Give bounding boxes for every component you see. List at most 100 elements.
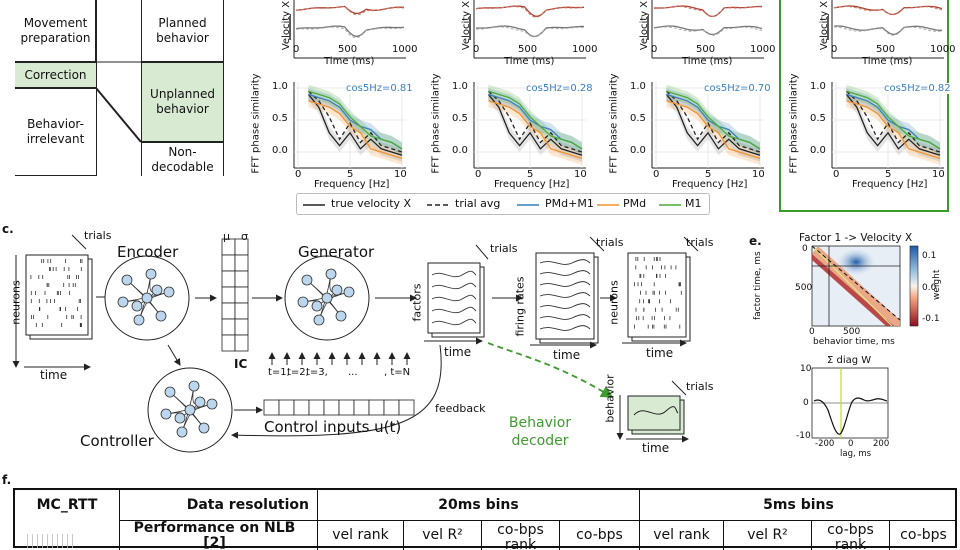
metric-cell: co-bps: [559, 520, 639, 550]
metric-cell: co-bps: [889, 520, 957, 550]
freq-tick: 0: [475, 169, 482, 180]
e-cbar-label: weight: [932, 269, 942, 300]
data-resolution-cell: Data resolution: [119, 490, 317, 520]
panel-c-label: c.: [2, 222, 14, 236]
time-tick: 0: [651, 44, 658, 55]
panel-b-plots: [289, 0, 944, 169]
velocity-ylabel: Velocity X: [281, 0, 293, 51]
velocity-trace: [295, 25, 405, 37]
network-node: [117, 296, 129, 308]
encoder-label: Encoder: [117, 243, 179, 261]
cos-label: cos5Hz=0.81: [346, 83, 413, 94]
m1-curve: [846, 90, 941, 150]
network-node: [131, 300, 143, 312]
freq-tick: 0: [653, 169, 660, 180]
fft-ytick: 0.5: [452, 113, 468, 124]
behavior-label: behavior: [603, 374, 617, 423]
pmd-curve: [846, 100, 941, 160]
firing-rates-label: firing rates: [513, 276, 527, 337]
true-velocity-curve: [845, 93, 941, 156]
e-sub-title: Σ diag W: [827, 355, 872, 366]
cell-unplanned-behavior: Unplanned behavior: [141, 62, 224, 142]
m1-curve: [666, 90, 761, 150]
generator-label: Generator: [298, 243, 375, 261]
time-tick: 500: [338, 44, 358, 55]
rate-trace: [539, 259, 591, 265]
bins-20-cell: 20ms bins: [317, 490, 639, 520]
network-node: [155, 310, 167, 322]
network-node: [121, 274, 133, 286]
freq-tick: 0: [295, 169, 302, 180]
fft-ytick: 0.0: [272, 145, 288, 156]
true-velocity-curve: [665, 93, 761, 156]
behavior-decoder-label: Behavior decoder: [508, 415, 572, 450]
fft-ytick: 1.0: [272, 81, 288, 92]
rate-trace: [539, 270, 591, 276]
m1-curve: [308, 90, 403, 150]
time-xlabel: Time (ms): [504, 56, 555, 67]
network-node: [184, 404, 196, 416]
metric-cell: vel R²: [403, 520, 481, 550]
true-velocity-curve: [307, 93, 403, 156]
trial-avg-curve: [665, 90, 761, 153]
network-node: [335, 310, 347, 322]
connector-lines: [96, 61, 142, 143]
metric-cell: vel rank: [639, 520, 723, 550]
trials-label-5: trials: [686, 380, 714, 393]
time-label-1: time: [40, 368, 68, 382]
ic-cell: [234, 286, 249, 304]
e-cbar-tick-3: -0.1: [922, 314, 940, 324]
trials-label-2: trials: [490, 242, 518, 255]
ic-cell: [221, 302, 236, 320]
network-node: [194, 396, 206, 408]
control-cell: [398, 399, 415, 416]
ic-cell: [234, 270, 249, 288]
true-band: [308, 88, 402, 162]
velocity-ylabel: Velocity X: [461, 0, 473, 51]
time-tick: 1000: [750, 44, 776, 55]
fft-ytick: 0.5: [272, 113, 288, 124]
e-sub-xtick-3: 200: [873, 439, 890, 449]
velocity-trace: [296, 5, 404, 15]
velocity-trace: [476, 25, 584, 38]
true-band: [488, 88, 582, 162]
fft-ylabel: FFT phase similarity: [250, 73, 262, 174]
velocity-trace: [833, 26, 943, 36]
velocity-trace: [475, 26, 585, 38]
network-node: [174, 412, 186, 424]
velocity-trace: [295, 6, 405, 16]
network-node: [141, 292, 153, 304]
factor-trace: [431, 306, 477, 314]
freq-tick: 10: [394, 169, 407, 180]
fft-ytick: 1.0: [810, 81, 826, 92]
dataset-thumbnail: [27, 534, 75, 548]
trials-label-1: trials: [84, 229, 112, 242]
time-xlabel: Time (ms): [682, 56, 733, 67]
network-node: [176, 426, 188, 438]
trial-avg-curve: [487, 90, 583, 153]
legend-trial-avg: trial avg: [455, 197, 501, 210]
legend: true velocity X trial avg PMd+M1 PMd M1: [296, 193, 710, 215]
time-xlabel: Time (ms): [324, 56, 375, 67]
e-sub-ytick-1: 10: [800, 364, 812, 374]
ic-cell: [221, 318, 236, 336]
control-cell: [353, 399, 370, 416]
freq-xlabel: Frequency [Hz]: [314, 179, 390, 190]
cell-behavior-irrelevant: Behavior-irrelevant: [15, 88, 97, 176]
velocity-trace: [295, 26, 405, 39]
pmd-curve: [666, 100, 761, 160]
pmd-curve: [488, 100, 583, 160]
rate-trace: [539, 281, 591, 287]
network-node: [301, 274, 313, 286]
freq-tick: 10: [752, 169, 765, 180]
sigma-label: σ: [241, 230, 248, 243]
e-sub-ytick-3: -10: [796, 431, 811, 441]
fft-ylabel: FFT phase similarity: [788, 73, 800, 174]
freq-tick: 5: [885, 169, 892, 180]
time-label-5: time: [642, 441, 670, 455]
time-tick: 1000: [930, 44, 956, 55]
metric-cell: vel R²: [723, 520, 811, 550]
network-node: [160, 408, 172, 420]
true-band: [666, 88, 760, 162]
freq-tick: 5: [347, 169, 354, 180]
